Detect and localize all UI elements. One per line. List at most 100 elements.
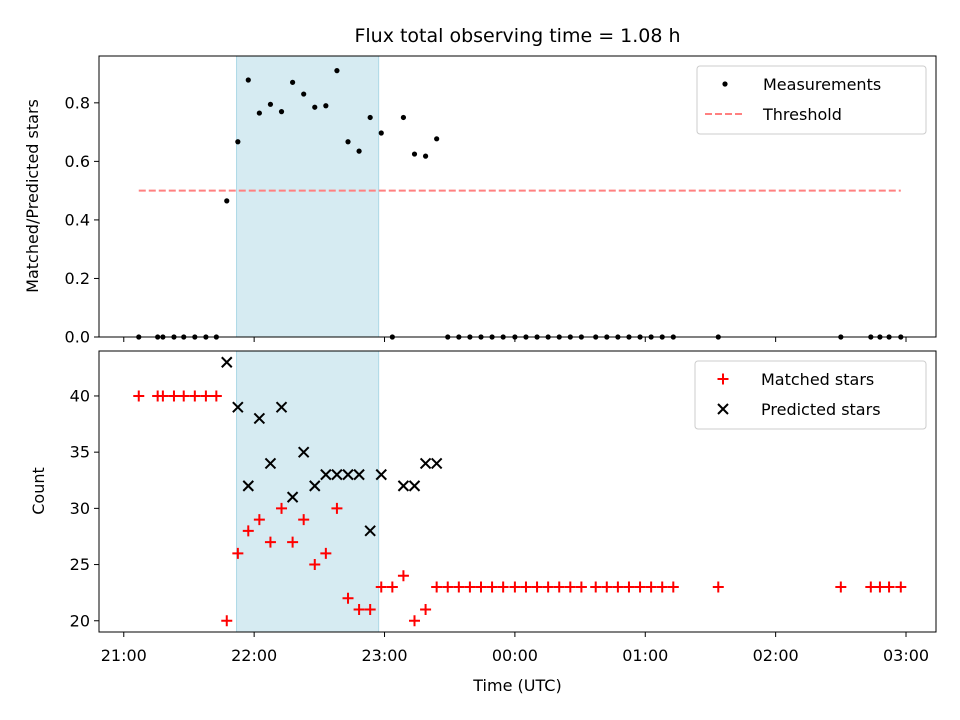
x-tick-label-6: 03:00 xyxy=(883,646,929,665)
bottom-series-0-point-45 xyxy=(634,581,646,593)
bottom-series-0-point-13 xyxy=(276,502,288,514)
bottom-series-0-point-10 xyxy=(242,525,254,537)
bottom-series-0-point-27 xyxy=(431,581,443,593)
bottom-series-0-point-24 xyxy=(397,570,409,582)
top-axes-frame xyxy=(98,55,937,338)
bottom-series-1-point-5 xyxy=(275,401,288,413)
bottom-series-1-point-17 xyxy=(419,457,432,470)
top-series-0-point-27 xyxy=(434,136,440,142)
x-tick-label-0: 21:00 xyxy=(101,646,147,665)
top-panel: 0.0 0.2 0.4 0.6 0.8 Measurements Threshold xyxy=(65,55,937,347)
bottom-series-0-point-14 xyxy=(287,536,299,548)
bottom-series-0 xyxy=(133,390,907,627)
top-y-tick-label-2: 0.4 xyxy=(65,210,90,229)
bottom-series-0-point-28 xyxy=(442,581,454,593)
bottom-series-0-point-39 xyxy=(564,581,576,593)
bottom-series-0-point-42 xyxy=(601,581,613,593)
x-tick-label-4: 01:00 xyxy=(622,646,668,665)
bottom-series-0-point-29 xyxy=(453,581,465,593)
bottom-series-0-point-3 xyxy=(168,390,180,402)
top-legend-label-0: Measurements xyxy=(763,75,881,94)
bottom-series-0-point-48 xyxy=(667,581,679,593)
top-series-0-point-8 xyxy=(224,198,230,204)
bottom-series-0-point-38 xyxy=(553,581,565,593)
bottom-series-0-point-40 xyxy=(575,581,587,593)
bottom-series-1-point-14 xyxy=(375,468,387,481)
top-series-0-point-13 xyxy=(278,109,285,115)
top-y-tick-label-4: 0.8 xyxy=(65,93,90,112)
top-series-0-point-21 xyxy=(367,114,373,121)
bottom-series-0-point-12 xyxy=(264,536,276,548)
bottom-series-0-point-8 xyxy=(221,615,233,627)
top-series-0-point-18 xyxy=(334,68,340,74)
top-series-0-point-14 xyxy=(290,79,296,85)
bottom-series-1-point-0 xyxy=(221,356,233,368)
bottom-series-1-point-9 xyxy=(320,468,332,481)
top-legend: Measurements Threshold xyxy=(696,65,927,135)
bottom-series-0-point-30 xyxy=(464,581,476,593)
bottom-series-1-point-13 xyxy=(364,525,376,537)
bottom-series-0-point-37 xyxy=(542,581,554,593)
bottom-y-tick-label-3: 35 xyxy=(70,443,90,462)
bottom-y-axis-title: Count xyxy=(29,467,48,515)
top-series-0-point-25 xyxy=(411,151,418,157)
bottom-series-1-point-16 xyxy=(408,480,421,492)
top-highlight-span xyxy=(236,55,380,338)
bottom-series-1-point-6 xyxy=(286,491,299,503)
bottom-series-0-point-19 xyxy=(342,592,354,604)
bottom-axes-frame xyxy=(98,350,937,633)
bottom-series-0-point-15 xyxy=(298,514,310,526)
bottom-series-0-point-43 xyxy=(612,581,624,593)
bottom-series-0-point-25 xyxy=(409,615,421,627)
bottom-series-0-point-22 xyxy=(375,581,387,593)
bottom-y-tick-label-4: 40 xyxy=(70,386,90,405)
bottom-series-1-point-2 xyxy=(242,480,254,492)
top-series-0-point-19 xyxy=(345,139,351,145)
bottom-series-0-point-17 xyxy=(320,547,332,559)
top-series-0-point-12 xyxy=(267,101,274,107)
chart-title: Flux total observing time = 1.08 h xyxy=(354,25,680,47)
bottom-series-0-point-11 xyxy=(253,514,265,526)
bottom-series-0-point-20 xyxy=(353,604,365,616)
bottom-series-1-point-12 xyxy=(353,468,365,481)
bottom-legend: Matched stars Predicted stars xyxy=(694,360,927,430)
bottom-series-1-point-1 xyxy=(232,401,244,413)
bottom-series-0-point-49 xyxy=(712,581,724,593)
top-series-0-point-26 xyxy=(422,153,429,159)
bottom-legend-swatch-1 xyxy=(717,403,729,415)
bottom-series-0-point-2 xyxy=(157,390,169,402)
bottom-series-0-point-32 xyxy=(486,581,498,593)
bottom-series-0-point-35 xyxy=(520,581,532,593)
bottom-series-1-point-3 xyxy=(253,412,266,425)
top-series-0-point-22 xyxy=(378,130,384,136)
bottom-series-0-point-16 xyxy=(309,559,321,571)
bottom-highlight-span xyxy=(236,350,380,633)
top-legend-swatch-0 xyxy=(722,81,728,87)
bottom-series-0-point-46 xyxy=(645,581,657,593)
x-tick-label-2: 23:00 xyxy=(361,646,407,665)
bottom-legend-box xyxy=(694,360,927,430)
bottom-y-tick-label-2: 30 xyxy=(70,499,90,518)
bottom-legend-swatch-0 xyxy=(717,373,729,385)
top-series-0-point-9 xyxy=(235,139,241,145)
bottom-series-1-point-18 xyxy=(430,457,443,470)
top-legend-box xyxy=(696,65,927,135)
bottom-series-0-point-50 xyxy=(835,581,847,593)
top-series-0-point-24 xyxy=(400,114,407,121)
x-tick-label-1: 22:00 xyxy=(231,646,277,665)
bottom-series-0-point-4 xyxy=(178,390,190,402)
bottom-series-0-point-21 xyxy=(364,604,376,616)
bottom-series-0-point-41 xyxy=(590,581,602,593)
bottom-series-0-point-5 xyxy=(189,390,201,402)
bottom-y-tick-label-1: 25 xyxy=(70,555,90,574)
top-y-tick-label-3: 0.6 xyxy=(65,152,90,171)
bottom-legend-label-1: Predicted stars xyxy=(761,400,881,419)
bottom-series-1-point-11 xyxy=(342,468,354,481)
x-tick-label-3: 00:00 xyxy=(492,646,538,665)
top-y-axis-title: Matched/Predicted stars xyxy=(23,99,42,293)
bottom-series-1 xyxy=(221,356,443,537)
bottom-series-1-point-15 xyxy=(397,480,410,492)
bottom-panel: 20 25 30 35 40 21:00 22:00 23:00 00:00 01:00 02:00… xyxy=(70,350,937,665)
top-series-0-point-16 xyxy=(312,104,318,110)
